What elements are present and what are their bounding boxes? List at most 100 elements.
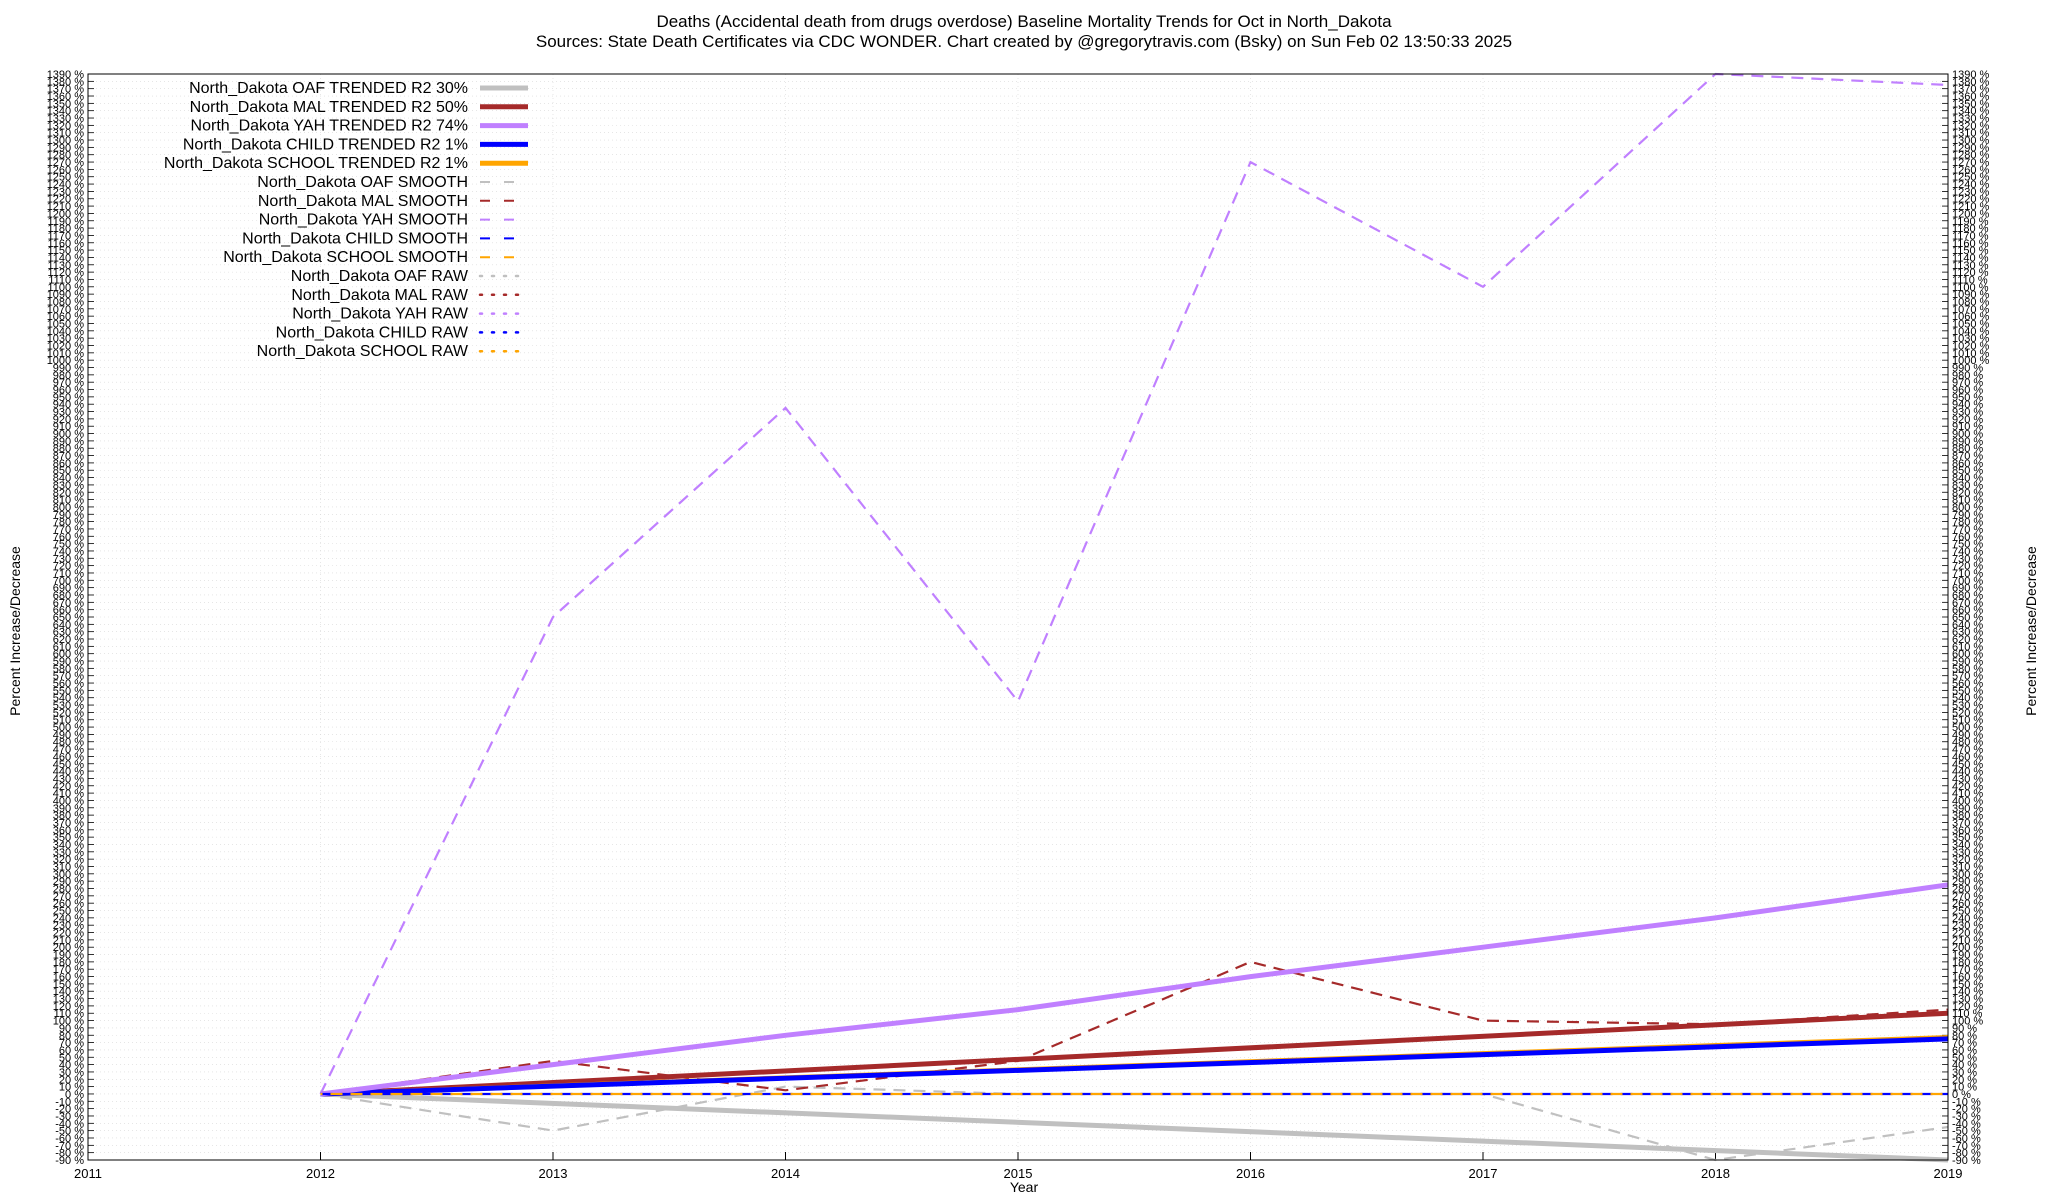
y-tick-label: 1020 % — [1952, 341, 1990, 353]
x-tick-label: 2012 — [306, 1166, 335, 1181]
y-tick-label: 530 % — [53, 700, 84, 712]
y-tick-label: 410 % — [1952, 788, 1983, 800]
y-tick-label: 380 % — [53, 810, 84, 822]
y-tick-label: 1080 % — [47, 296, 85, 308]
y-tick-label: 410 % — [53, 788, 84, 800]
y-tick-label: 330 % — [53, 847, 84, 859]
y-tick-label: -30 % — [1952, 1111, 1981, 1123]
series-line — [320, 1091, 1949, 1163]
legend: North_Dakota OAF TRENDED R2 30% North_Dak… — [164, 80, 530, 360]
y-tick-label: 120 % — [1952, 1001, 1983, 1013]
y-tick-label: 1280 % — [1952, 150, 1990, 162]
y-tick-label: 1030 % — [47, 333, 85, 345]
y-tick-label: 910 % — [1952, 421, 1983, 433]
y-tick-label: 260 % — [1952, 898, 1983, 910]
y-tick-label: -90 % — [1952, 1155, 1981, 1167]
y-tick-label: -20 % — [55, 1104, 84, 1116]
y-tick-label: 390 % — [1952, 803, 1983, 815]
y-tick-label: 80 % — [1952, 1030, 1977, 1042]
y-tick-label: 880 % — [53, 443, 84, 455]
y-tick-label: 1130 % — [48, 260, 85, 272]
y-tick-label: 1100 % — [1952, 282, 1989, 294]
y-tick-label: 1370 % — [47, 84, 85, 96]
legend-label: North_Dakota YAH TRENDED R2 74% — [191, 118, 468, 135]
x-tick-label: 2019 — [1934, 1166, 1963, 1181]
series-line — [320, 960, 1949, 1096]
y-tick-label: 870 % — [53, 451, 84, 463]
y-tick-label: 980 % — [53, 370, 84, 382]
y-tick-label: 550 % — [53, 685, 84, 697]
y-tick-label: 1330 % — [1952, 113, 1990, 125]
y-tick-label: 110 % — [1952, 1008, 1983, 1020]
y-tick-label: 610 % — [53, 641, 84, 653]
y-tick-label: 160 % — [1952, 972, 1983, 984]
y-tick-label: 660 % — [1952, 605, 1983, 617]
y-tick-label: 1250 % — [1952, 172, 1990, 184]
y-tick-label: 10 % — [59, 1082, 84, 1094]
y-tick-label: 110 % — [54, 1008, 85, 1020]
y-tick-label: 470 % — [1952, 744, 1983, 756]
y-tick-label: -40 % — [55, 1118, 84, 1130]
y-tick-label: 0 % — [1952, 1089, 1971, 1101]
y-tick-label: 910 % — [53, 421, 84, 433]
x-tick-label: 2017 — [1469, 1166, 1498, 1181]
y-tick-label: 930 % — [1952, 407, 1983, 419]
y-tick-label: 850 % — [53, 465, 84, 477]
y-tick-label: 950 % — [53, 392, 84, 404]
y-tick-label: 520 % — [1952, 707, 1983, 719]
y-tick-label: 230 % — [1952, 920, 1983, 932]
y-tick-label: 260 % — [53, 898, 84, 910]
y-tick-label: 370 % — [1952, 817, 1983, 829]
y-tick-label: 1380 % — [47, 76, 85, 88]
x-tick-label: 2015 — [1004, 1166, 1033, 1181]
y-tick-label: 180 % — [1952, 957, 1983, 969]
y-tick-label: 890 % — [53, 436, 84, 448]
y-axis-label-right: Percent Increase/Decrease — [2023, 546, 2039, 716]
y-tick-label: 1060 % — [1952, 311, 1990, 323]
y-tick-label: -40 % — [1952, 1118, 1981, 1130]
y-tick-label: 1240 % — [47, 179, 85, 191]
y-tick-label: 1050 % — [1952, 318, 1990, 330]
y-tick-label: 1000 % — [1952, 355, 1990, 367]
y-tick-label: 130 % — [53, 994, 84, 1006]
y-tick-label: 100 % — [53, 1016, 84, 1028]
y-tick-label: 30 % — [59, 1067, 84, 1079]
y-tick-label: 970 % — [53, 377, 84, 389]
y-tick-label: 790 % — [1952, 509, 1983, 521]
y-tick-label: 690 % — [53, 583, 84, 595]
y-tick-label: 510 % — [1952, 715, 1983, 727]
y-tick-label: 1070 % — [1952, 304, 1990, 316]
y-tick-label: 1270 % — [47, 157, 85, 169]
y-tick-label: 1150 % — [1952, 245, 1989, 257]
y-tick-label: 790 % — [53, 509, 84, 521]
y-tick-label: 1010 % — [1952, 348, 1990, 360]
y-tick-label: 40 % — [1952, 1060, 1977, 1072]
y-tick-label: 900 % — [53, 429, 84, 441]
y-tick-label: 1140 % — [48, 252, 85, 264]
y-tick-label: 620 % — [1952, 634, 1983, 646]
legend-label: North_Dakota OAF RAW — [291, 268, 469, 285]
legend-label: North_Dakota SCHOOL SMOOTH — [223, 249, 468, 266]
y-tick-label: 1220 % — [1952, 194, 1990, 206]
y-tick-label: 290 % — [53, 876, 84, 888]
y-tick-label: 1380 % — [1952, 76, 1990, 88]
y-tick-label: 460 % — [53, 751, 84, 763]
y-tick-label: 610 % — [1952, 641, 1983, 653]
y-tick-label: 780 % — [1952, 517, 1983, 529]
y-tick-label: 940 % — [1952, 399, 1983, 411]
x-tick-label: 2016 — [1236, 1166, 1265, 1181]
y-tick-label: 70 % — [59, 1038, 84, 1050]
y-tick-label: 510 % — [53, 715, 84, 727]
y-tick-label: 680 % — [53, 590, 84, 602]
y-tick-label: 150 % — [53, 979, 84, 991]
y-tick-label: 1170 % — [1952, 230, 1989, 242]
y-tick-label: 140 % — [1952, 986, 1983, 998]
y-tick-label: 250 % — [1952, 906, 1983, 918]
y-tick-label: 150 % — [1952, 979, 1983, 991]
y-tick-label: 160 % — [53, 972, 84, 984]
y-tick-label: 430 % — [1952, 773, 1983, 785]
y-tick-label: 1230 % — [47, 186, 85, 198]
y-tick-label: 1090 % — [1952, 289, 1990, 301]
y-tick-label: 780 % — [53, 517, 84, 529]
x-tick-label: 2013 — [539, 1166, 568, 1181]
